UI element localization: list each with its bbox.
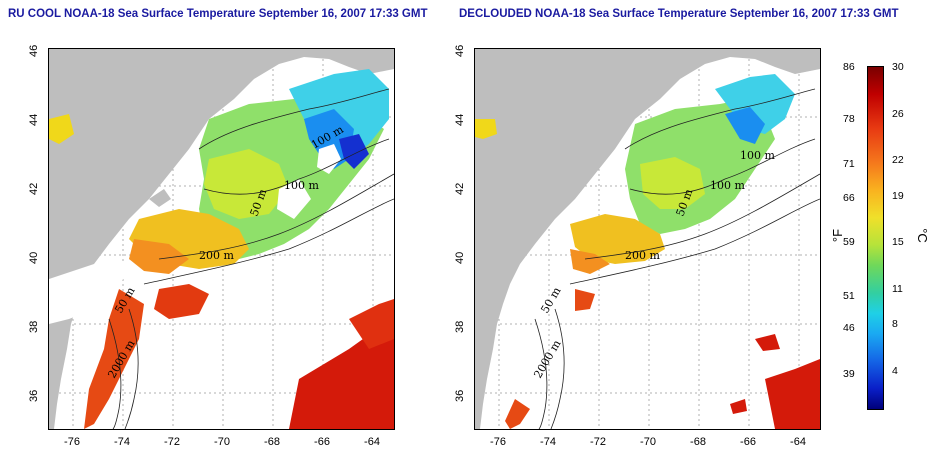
left-contour-label-1: 100 m	[284, 179, 319, 192]
colorbar-f-tick: 39	[843, 368, 855, 380]
colorbar-celsius-unit: °C	[914, 228, 930, 243]
left-cloud-mask	[49, 144, 341, 324]
right-ytick: 42	[454, 182, 466, 195]
colorbar-c-tick: 30	[892, 61, 904, 73]
right-ytick: 40	[454, 251, 466, 264]
left-map-canvas: 100 m 50 m 200 m 2000 m 50 m 100 m	[49, 49, 394, 429]
right-map-canvas: 100 m 50 m 200 m 2000 m 50 m 100 m	[475, 49, 820, 429]
right-contour-label-5: 50 m	[538, 284, 564, 315]
left-xtick: -74	[114, 436, 130, 448]
colorbar-f-tick: 78	[843, 113, 855, 125]
left-contour-label-3: 200 m	[199, 249, 234, 262]
colorbar-f-tick: 51	[843, 290, 855, 302]
left-ytick: 38	[28, 320, 40, 333]
left-isobath-lines	[108, 88, 394, 429]
right-contour-label-1: 100 m	[710, 179, 745, 192]
right-ytick: 46	[454, 44, 466, 57]
left-xtick: -72	[164, 436, 180, 448]
left-land-cape	[149, 189, 171, 207]
left-xtick: -66	[314, 436, 330, 448]
right-xtick: -72	[590, 436, 606, 448]
left-xtick: -64	[364, 436, 380, 448]
right-xtick: -66	[740, 436, 756, 448]
colorbar-c-tick: 22	[892, 154, 904, 166]
right-sst-field	[475, 74, 820, 429]
left-ytick: 40	[28, 251, 40, 264]
right-ytick: 38	[454, 320, 466, 333]
colorbar-f-tick: 59	[843, 236, 855, 248]
right-ytick: 44	[454, 113, 466, 126]
left-map-panel: 100 m 50 m 200 m 2000 m 50 m 100 m	[48, 48, 395, 430]
left-ytick: 46	[28, 44, 40, 57]
left-ytick: 44	[28, 113, 40, 126]
left-ytick: 42	[28, 182, 40, 195]
right-isobath-lines	[534, 88, 820, 429]
left-xtick: -76	[64, 436, 80, 448]
right-map-title: DECLOUDED NOAA-18 Sea Surface Temperatur…	[459, 8, 899, 20]
colorbar-f-tick: 66	[843, 192, 855, 204]
colorbar-c-tick: 19	[892, 190, 904, 202]
right-xtick: -74	[540, 436, 556, 448]
left-xtick: -68	[264, 436, 280, 448]
right-contour-label-6: 100 m	[740, 149, 775, 162]
colorbar-c-tick: 26	[892, 108, 904, 120]
left-sst-field	[49, 69, 394, 429]
left-map-title: RU COOL NOAA-18 Sea Surface Temperature …	[8, 8, 428, 20]
left-xtick: -70	[214, 436, 230, 448]
right-xtick: -76	[490, 436, 506, 448]
colorbar-f-tick: 46	[843, 322, 855, 334]
right-map-panel: 100 m 50 m 200 m 2000 m 50 m 100 m	[474, 48, 821, 430]
right-ytick: 36	[454, 389, 466, 402]
left-ytick: 36	[28, 389, 40, 402]
colorbar-c-tick: 11	[892, 283, 903, 295]
right-contour-label-4: 2000 m	[531, 337, 564, 380]
colorbar-fahrenheit-unit: °F	[830, 228, 846, 243]
right-xtick: -70	[640, 436, 656, 448]
temperature-colorbar	[867, 66, 884, 410]
colorbar-f-tick: 71	[843, 158, 855, 170]
colorbar-f-tick: 86	[843, 61, 855, 73]
right-xtick: -68	[690, 436, 706, 448]
colorbar-c-tick: 8	[892, 318, 898, 330]
left-land	[49, 49, 394, 429]
right-contour-label-3: 200 m	[625, 249, 660, 262]
right-land	[475, 49, 820, 429]
colorbar-c-tick: 4	[892, 365, 898, 377]
right-xtick: -64	[790, 436, 806, 448]
colorbar-c-tick: 15	[892, 236, 904, 248]
